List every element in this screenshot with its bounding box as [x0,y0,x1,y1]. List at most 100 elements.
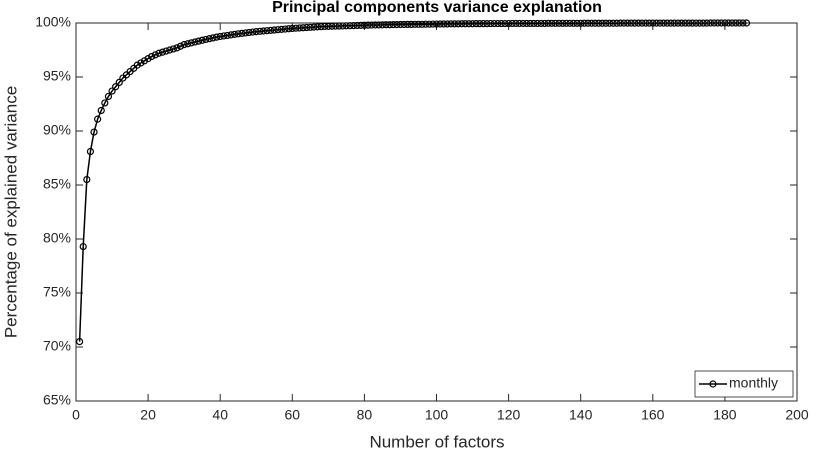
point-marker [569,19,578,27]
point-marker [349,21,358,30]
point-marker [281,25,289,33]
point-marker [259,27,268,35]
point-marker [245,28,253,37]
point-marker [137,59,145,67]
point-marker [555,19,563,27]
y-axis-label: Percentage of explained variance [1,86,20,338]
point-marker [699,19,707,27]
point-marker [396,20,405,29]
point-marker [249,28,257,36]
x-axis-label: Number of factors [369,432,504,451]
point-marker [537,19,545,28]
point-marker [562,19,570,27]
point-marker [468,20,477,28]
point-marker [432,20,441,28]
x-tick-label: 80 [357,407,373,423]
x-tick-label: 60 [285,407,301,423]
point-marker [288,24,296,32]
point-marker [501,19,509,28]
point-marker [306,23,314,31]
point-marker [425,20,433,28]
point-marker [267,26,275,34]
point-marker [663,19,671,27]
point-marker [238,29,246,37]
y-tick-label: 90% [43,122,71,138]
point-marker [551,19,560,27]
point-marker [216,32,224,41]
point-marker [429,20,437,28]
point-marker [404,20,412,29]
point-marker [724,19,733,27]
point-marker [256,27,264,35]
point-marker [660,19,668,27]
point-marker [285,25,293,33]
y-tick-label: 80% [43,230,71,246]
point-marker [443,20,451,28]
point-marker [263,27,271,35]
point-marker [411,20,419,28]
point-marker [313,23,322,31]
point-marker [566,19,574,27]
point-marker [670,19,679,27]
point-marker [339,22,347,30]
point-marker [274,26,282,34]
point-marker [609,19,617,27]
point-marker [194,37,203,45]
point-marker [231,30,239,38]
point-marker [292,24,300,32]
point-marker [303,23,311,32]
y-tick-label: 85% [43,176,71,192]
point-marker [703,19,711,27]
point-marker [692,19,700,27]
point-marker [620,19,628,27]
point-marker [378,21,387,29]
point-marker [389,21,397,29]
point-marker [490,19,498,28]
point-marker [623,19,632,27]
point-marker [688,19,697,27]
point-marker [678,19,686,27]
point-marker [94,115,102,123]
point-marker [710,19,718,27]
point-marker [83,176,91,184]
point-marker [133,61,141,69]
point-marker [631,19,639,27]
point-marker [335,22,343,30]
point-marker [148,52,156,61]
point-marker [450,20,459,28]
point-marker [573,19,581,27]
x-tick-label: 120 [497,407,521,423]
x-tick-label: 200 [785,407,809,423]
point-marker [505,19,513,28]
point-marker [591,19,599,27]
point-marker [627,19,635,27]
point-marker [76,338,84,346]
point-marker [728,19,736,27]
legend-marker [709,380,717,388]
point-marker [454,20,462,28]
point-marker [526,19,534,28]
point-marker [645,19,653,27]
point-marker [494,19,502,28]
point-marker [667,19,675,27]
point-marker [101,99,109,107]
point-marker [112,83,120,91]
point-marker [595,19,603,27]
point-marker [533,19,542,28]
point-marker [681,19,689,27]
point-marker [97,106,105,115]
point-marker [483,20,491,28]
plot-area [75,22,798,402]
point-marker [605,19,614,27]
point-marker [515,19,524,28]
point-marker [508,19,516,28]
legend-label: monthly [729,375,778,391]
x-tick-label: 100 [425,407,449,423]
point-marker [436,20,444,28]
point-marker [173,44,181,52]
x-tick-label: 180 [713,407,737,423]
point-marker [649,19,657,27]
point-marker [205,35,213,43]
point-marker [652,19,661,27]
